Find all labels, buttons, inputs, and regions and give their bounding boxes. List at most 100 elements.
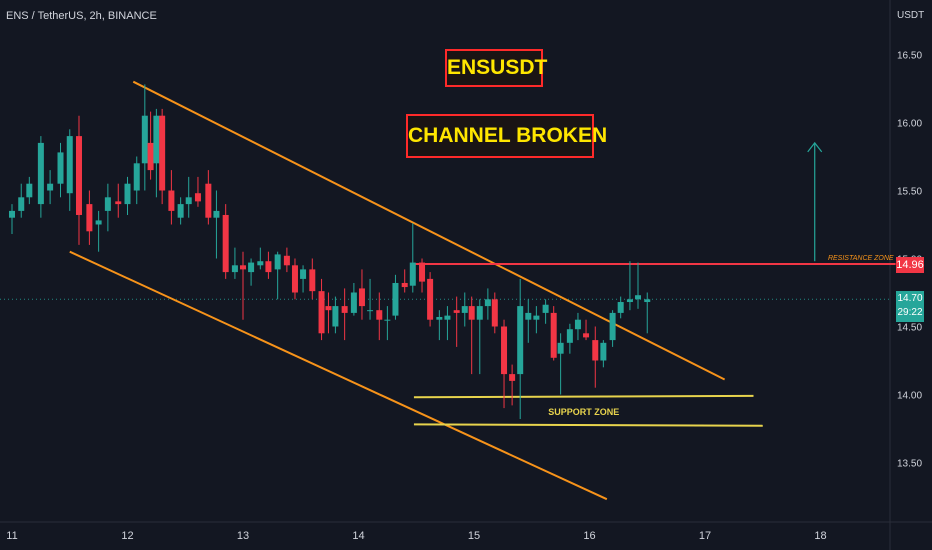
candle-body [461,306,468,313]
candle-body [274,254,281,270]
candle-body [141,115,148,164]
resistance-price-value: 14.96 [896,259,924,271]
candle-body [318,291,325,334]
candle-body [609,312,616,341]
candle-body [159,115,166,191]
candle-body [436,316,443,320]
y-tick-label: 14.50 [897,323,922,334]
y-tick-label: 15.50 [897,187,922,198]
candle-body [124,183,131,205]
candle-body [325,306,332,311]
candle-body [557,342,564,354]
candle-body [542,304,549,313]
candle-body [283,255,290,266]
candle-body [566,329,573,343]
candle-body [574,319,581,330]
candle-body [222,214,229,273]
bar-countdown: 29:22 [897,307,923,318]
candle-body [509,374,516,381]
x-tick-label: 13 [237,530,249,542]
channel-lower-line [69,250,608,501]
candle-body [427,278,434,320]
resistance-zone-label: RESISTANCE ZONE [828,255,894,262]
candle-body [476,306,483,320]
x-tick-label: 18 [814,530,826,542]
last-price-tag: 14.70 29:22 [896,291,924,322]
candle-body [550,312,557,358]
candle-body [517,306,524,375]
target-arrow-head [807,141,823,153]
candle-body [644,299,651,303]
candle-body [358,288,365,307]
candle-body [265,261,272,273]
candle-body [205,183,212,218]
candle-body [75,136,82,215]
candle-body [533,315,540,320]
support-zone-lower-line [413,423,763,427]
candle-body [367,310,374,312]
candle-body [248,262,255,273]
candle-body [18,197,25,211]
candle-body [153,115,160,164]
resistance-price-tag: 14.96 [896,257,924,273]
candle-body [66,136,73,194]
candle-body [626,299,633,303]
candle-body [392,282,399,316]
ensusdt-badge: ENSUSDT [445,49,547,87]
channel-upper-line [132,80,726,381]
candle-body [115,201,122,205]
candle-body [168,190,175,211]
y-tick-label: 13.50 [897,459,922,470]
candle-body [37,142,44,205]
last-price-value: 14.70 [897,293,923,304]
candle-body [583,333,590,338]
candle-body [231,265,238,273]
y-tick-label: 14.00 [897,391,922,402]
candle-body [401,282,408,288]
candle-body [309,269,316,292]
currency-label: USDT [897,10,924,21]
support-zone-upper-line [413,394,754,399]
candle-body [86,204,93,232]
candle-body [133,163,140,191]
x-tick-label: 11 [6,530,17,542]
candle-body [291,265,298,293]
support-zone-label: SUPPORT ZONE [548,407,619,417]
candle-body [194,193,201,202]
candle-body [147,142,154,171]
candle-body [444,315,451,320]
candle-body [9,210,15,218]
x-tick-label: 17 [699,530,711,542]
candle-body [240,265,246,270]
y-tick-label: 16.50 [897,51,922,62]
candle-body [525,312,532,320]
candle-body [592,340,599,361]
symbol-title[interactable]: ENS / TetherUS, 2h, BINANCE [6,10,157,22]
candle-body [57,152,64,184]
x-tick-label: 14 [352,530,364,542]
candle-body [384,319,391,321]
candle-body [453,310,460,313]
candle-body [617,302,624,313]
candle-body [635,295,642,300]
candle-body [484,299,491,307]
candle-body [26,183,33,198]
candle-body [501,326,508,375]
x-tick-label: 16 [583,530,595,542]
x-tick-label: 15 [468,530,480,542]
x-tick-label: 12 [121,530,133,542]
candle-body [213,210,220,218]
candle-body [419,262,426,282]
candle-body [350,292,357,313]
candle-body [376,310,383,320]
candle-body [185,197,192,205]
candle-body [409,262,416,286]
candle-body [332,306,339,327]
candle-body [468,306,475,320]
candle-body [177,204,184,218]
candle-body [600,342,607,361]
candle-body [47,183,54,191]
candle-body [341,306,348,313]
